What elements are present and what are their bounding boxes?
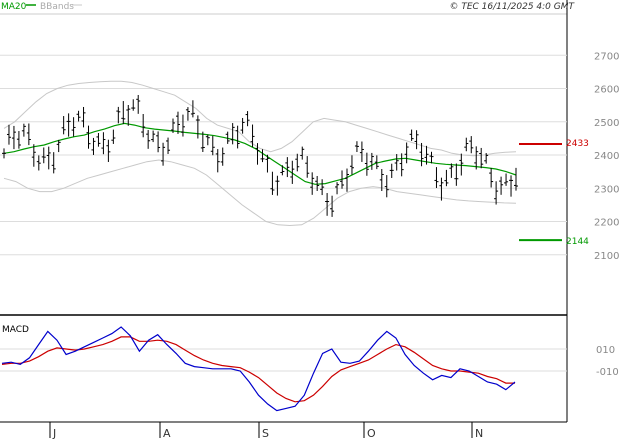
y-tick-label: 2400 bbox=[594, 151, 619, 162]
macd-panel: 010 -010 bbox=[0, 326, 619, 412]
chart-frame bbox=[0, 0, 568, 423]
price-grid bbox=[0, 54, 567, 256]
ma20-polyline bbox=[3, 122, 517, 185]
x-tick-label: J bbox=[52, 427, 56, 440]
y-tick-label: 2200 bbox=[594, 218, 619, 229]
y-tick-label: 2500 bbox=[594, 118, 619, 129]
macd-line bbox=[1, 326, 516, 412]
copyright-text: © TEC 16/11/2025 4:0 GMT bbox=[449, 2, 575, 12]
legend-ma-label: MA20 bbox=[1, 2, 27, 12]
y-tick-label: 2600 bbox=[594, 85, 619, 96]
y-tick-label: 2300 bbox=[594, 184, 619, 195]
x-tick-label: S bbox=[262, 427, 269, 440]
x-tick-label: N bbox=[475, 427, 483, 440]
y-tick-label: 2100 bbox=[594, 251, 619, 262]
y-tick-label: 2700 bbox=[594, 51, 619, 62]
bbands-lower-line bbox=[3, 159, 517, 227]
bbands-upper-line bbox=[3, 80, 517, 157]
bbands-lines bbox=[3, 80, 517, 227]
resistance-label: 2433 bbox=[566, 139, 589, 149]
ma20-line bbox=[3, 122, 517, 185]
macd-title: MACD bbox=[2, 325, 29, 335]
ohlc-bars bbox=[2, 94, 518, 217]
price-levels bbox=[519, 143, 562, 242]
macd-y-tick-label: 010 bbox=[596, 345, 615, 356]
x-tick-label: A bbox=[163, 427, 171, 440]
macd-y-tick-label: -010 bbox=[596, 367, 619, 378]
x-tick-label: O bbox=[367, 427, 376, 440]
legend-bbands-label: BBands bbox=[40, 2, 74, 12]
price-y-ticks: 2700 2600 2500 2400 2300 2200 2100 bbox=[594, 51, 619, 262]
support-label: 2144 bbox=[566, 237, 589, 247]
signal-line bbox=[1, 336, 515, 403]
